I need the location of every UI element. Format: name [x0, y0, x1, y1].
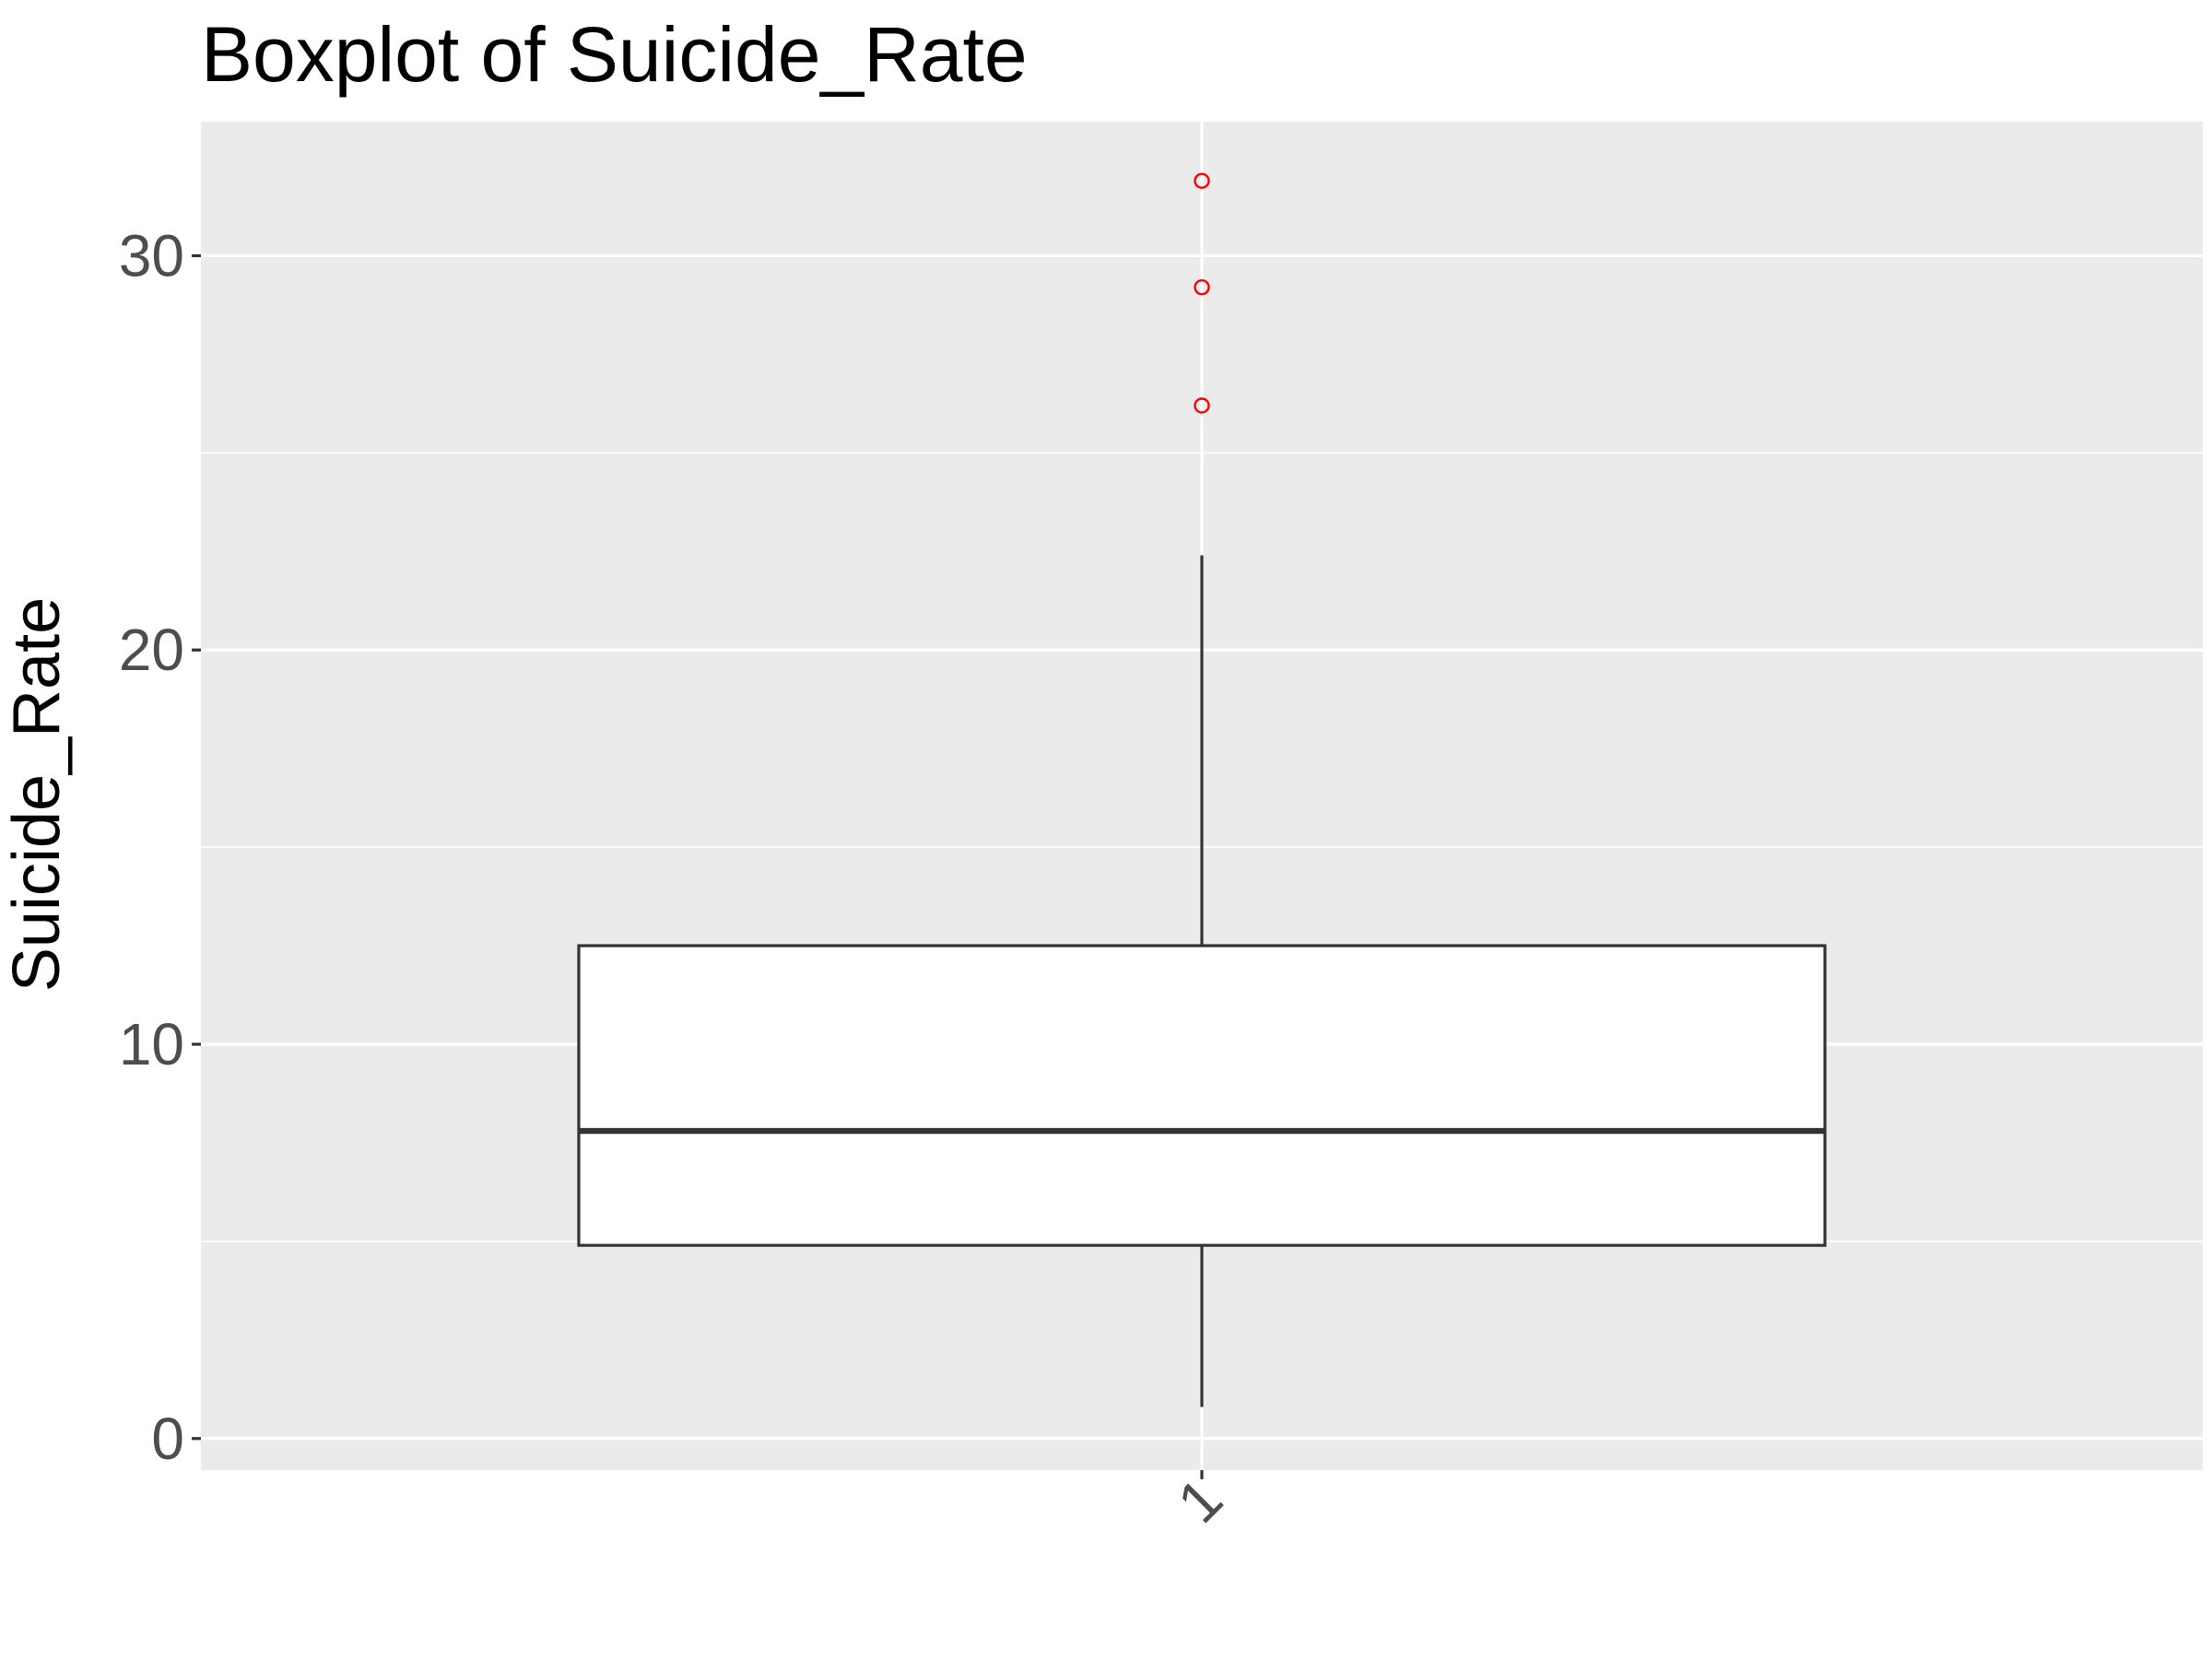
chart-title: Boxplot of Suicide_Rate [201, 11, 1028, 98]
y-tick-label: 0 [151, 1406, 184, 1472]
box-iqr [577, 944, 1827, 1247]
y-tick-label: 20 [119, 617, 184, 683]
box-layer [577, 172, 1827, 1407]
outlier-point-2 [1194, 278, 1210, 296]
outlier-point-1 [1194, 397, 1210, 414]
x-tick-label: 1 [1165, 1465, 1235, 1535]
y-tick-label: 10 [119, 1011, 184, 1077]
y-tick-label: 30 [119, 222, 184, 288]
y-axis-label: Suicide_Rate [0, 597, 74, 992]
outlier-point-3 [1194, 172, 1210, 189]
axes: 0 10 20 30 1 [119, 222, 1235, 1535]
